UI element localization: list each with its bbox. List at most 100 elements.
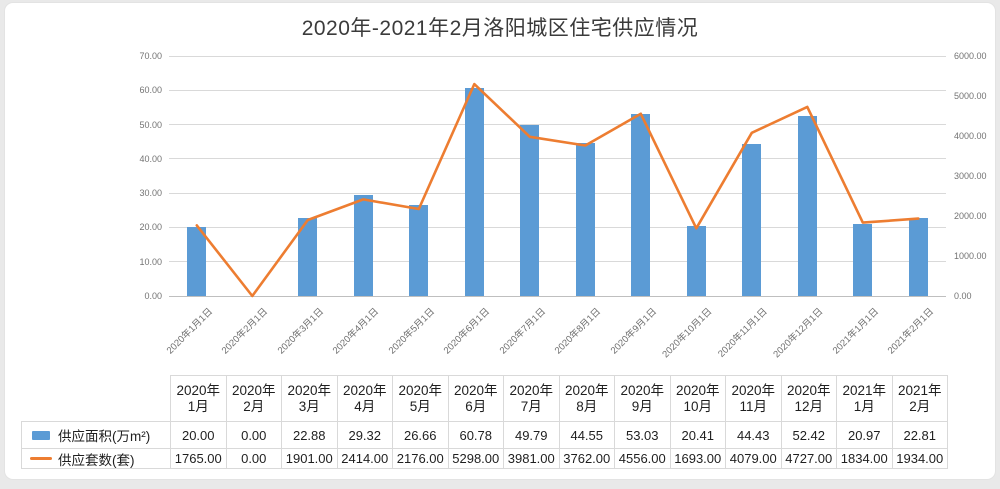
major-gridline [169,124,946,126]
table-value-cell: 29.32 [337,422,393,449]
x-axis-label: 2020年3月1日 [275,306,326,357]
x-axis-label: 2020年5月1日 [386,306,437,357]
x-axis-label: 2020年12月1日 [771,306,826,361]
table-value-cell: 44.43 [726,422,782,449]
major-gridline [169,261,946,263]
series-label-area: 供应面积(万m²) [21,422,171,449]
table-header-cell: 2020年 9月 [615,375,671,422]
table-value-cell: 3981.00 [504,449,560,469]
x-axis-label: 2021年2月1日 [885,306,937,357]
table-header-cell: 2020年 2月 [226,375,282,422]
table-value-cell: 2414.00 [337,449,393,469]
x-axis-label: 2020年1月1日 [164,306,215,357]
chart-data-table: 2020年 1月 2020年 2月 2020年 3月 2020年 4月 2020年 5月 2020年… [21,375,948,469]
table-value-cell: 3762.00 [559,449,615,469]
bar-2020年5月1日 [409,204,429,296]
table-header-cell: 2020年 10月 [670,375,726,422]
major-gridline [169,158,946,160]
bar-2021年2月1日 [908,217,928,296]
left-axis-tick-label: 0.00 [144,291,162,301]
table-value-cell: 4079.00 [726,449,782,469]
right-axis-tick-label: 6000.00 [954,51,987,61]
chart-title: 2020年-2021年2月洛阳城区住宅供应情况 [301,17,699,40]
table-value-cell: 1901.00 [282,449,338,469]
right-axis-tick-label: 3000.00 [954,171,987,181]
table-header-cell: 2020年 12月 [781,375,837,422]
line-series [195,82,920,298]
right-axis-tick-label: 0.00 [954,291,972,301]
table-value-cell: 1834.00 [837,449,893,469]
table-value-cell: 22.81 [892,422,948,449]
table-header-cell: 2020年 8月 [559,375,615,422]
bar-2021年1月1日 [853,224,873,296]
right-axis-tick-label: 2000.00 [954,211,987,221]
major-gridline [169,89,946,91]
legend-bar-swatch [32,430,50,440]
table-value-cell: 1934.00 [892,449,948,469]
table-value-cell: 0.00 [226,422,282,449]
chart-panel: 2020年-2021年2月洛阳城区住宅供应情况 0.00 10.00 20.00 30… [4,2,996,480]
line-series-path [195,82,920,298]
x-axis-label: 2020年11月1日 [716,306,770,360]
x-axis-label: 2020年2月1日 [219,306,271,357]
table-value-cell: 5298.00 [448,449,504,469]
series-name: 供应套数(套) [58,452,135,468]
bar-2020年8月1日 [575,143,595,296]
table-header-cell: 2020年 4月 [337,375,393,422]
table-header-cell: 2021年 1月 [837,375,893,422]
table-header-cell: 2020年 1月 [171,375,227,422]
bar-2020年4月1日 [353,195,373,296]
x-axis-line [169,295,946,297]
table-header-cell: 2020年 3月 [282,375,338,422]
x-axis-label: 2020年4月1日 [330,306,382,357]
x-axis-label: 2020年8月1日 [552,306,604,357]
table-value-cell: 49.79 [504,422,560,449]
left-axis-tick-label: 30.00 [139,188,162,199]
bar-2020年9月1日 [631,114,651,296]
x-axis-label: 2020年6月1日 [441,306,493,357]
table-value-cell: 1765.00 [171,449,227,469]
table-value-cell: 22.88 [282,422,338,449]
left-axis-tick-label: 40.00 [139,153,162,164]
legend-line-swatch [30,457,52,460]
table-value-cell: 0.00 [226,449,282,469]
table-header-cell: 2020年 5月 [393,375,449,422]
table-value-cell: 4727.00 [781,449,837,469]
table-value-cell: 52.42 [781,422,837,449]
table-corner-cell [21,375,171,422]
series-label-units: 供应套数(套) [21,449,171,469]
table-header-cell: 2021年 2月 [892,375,948,422]
left-axis-tick-label: 60.00 [139,85,162,96]
left-axis-tick-label: 70.00 [139,51,162,61]
table-value-cell: 2176.00 [393,449,449,469]
table-value-cell: 1693.00 [670,449,726,469]
left-axis-tick-label: 10.00 [139,256,162,267]
bar-2020年12月1日 [797,116,817,296]
table-header-cell: 2020年 7月 [504,375,560,422]
table-value-cell: 53.03 [615,422,671,449]
table-value-cell: 44.55 [559,422,615,449]
x-axis-label: 2020年10月1日 [660,306,715,361]
bar-2020年3月1日 [298,217,318,296]
x-axis-label: 2021年1月1日 [830,306,881,357]
x-axis-label: 2020年7月1日 [497,306,548,357]
right-axis-tick-label: 4000.00 [954,131,987,141]
right-axis-tick-label: 1000.00 [954,251,987,261]
x-axis-label: 2020年9月1日 [608,306,659,357]
major-gridline [169,226,946,228]
right-axis-tick-label: 5000.00 [954,91,987,101]
bar-2020年1月1日 [187,227,207,296]
table-value-cell: 26.66 [393,422,449,449]
bar-2020年7月1日 [520,125,540,296]
bar-2020年11月1日 [742,143,762,296]
series-name: 供应面积(万m²) [58,429,151,444]
left-axis-tick-label: 50.00 [139,119,162,130]
table-header-cell: 2020年 6月 [448,375,504,422]
table-value-cell: 20.41 [670,422,726,449]
bar-2020年6月1日 [464,87,484,296]
bar-2020年10月1日 [686,226,706,296]
table-value-cell: 20.97 [837,422,893,449]
table-value-cell: 20.00 [171,422,227,449]
table-value-cell: 4556.00 [615,449,671,469]
